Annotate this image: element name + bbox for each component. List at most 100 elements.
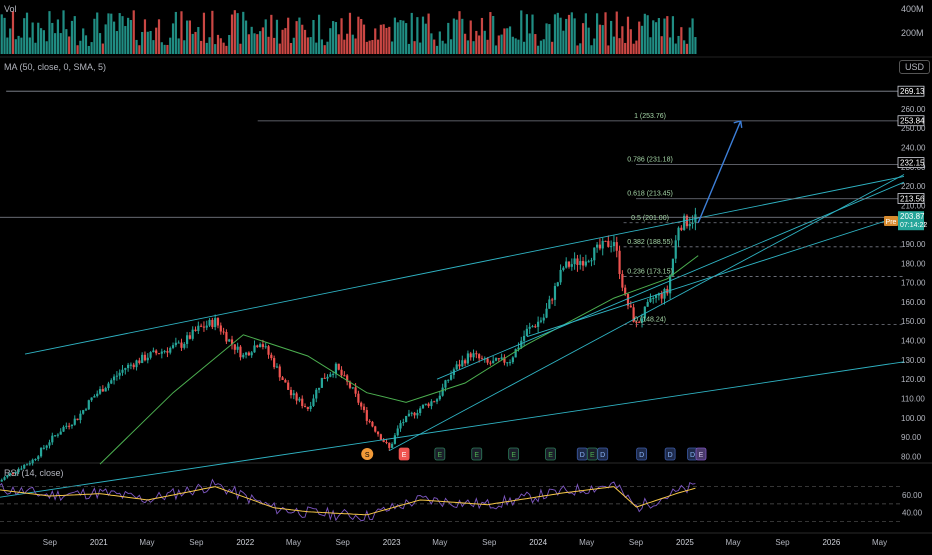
volume-bar [675, 44, 677, 54]
candle-body [304, 406, 306, 407]
candle-body [169, 348, 171, 353]
volume-bar [419, 43, 421, 54]
trendline-upper-channel [25, 176, 904, 354]
candle-body [385, 442, 387, 443]
volume-bar [354, 38, 356, 54]
volume-bar [276, 20, 278, 54]
volume-bar [683, 40, 685, 54]
volume-bar [141, 32, 143, 54]
candle-body [318, 388, 320, 390]
candle-body [79, 414, 81, 420]
candle-body [200, 326, 202, 327]
candle-body [217, 318, 219, 325]
price-axis-tick: 240.00 [901, 143, 926, 152]
candle-body [158, 353, 160, 354]
time-axis-label: May [286, 538, 301, 547]
candle-body [408, 414, 410, 416]
candle-body [531, 326, 533, 327]
candle-body [559, 270, 561, 282]
countdown-label: 07:14:22 [900, 222, 927, 229]
volume-bar [93, 19, 95, 54]
trendline-support-2 [527, 215, 904, 337]
candle-body [141, 355, 143, 363]
volume-bar [194, 32, 196, 54]
volume-bar [596, 13, 598, 54]
volume-bar [450, 39, 452, 54]
volume-bar [79, 41, 81, 54]
candle-body [214, 318, 216, 327]
time-axis-label: Sep [189, 538, 204, 547]
candle-body [352, 387, 354, 388]
candle-body [186, 335, 188, 344]
candle-body [144, 355, 146, 360]
volume-bar [363, 25, 365, 54]
volume-bar [88, 46, 90, 54]
candle-body [579, 261, 581, 265]
volume-bar [183, 40, 185, 54]
volume-bar [616, 12, 618, 54]
candle-body [416, 413, 418, 415]
volume-bar [304, 30, 306, 54]
volume-bar [647, 15, 649, 54]
volume-bar [138, 45, 140, 54]
volume-scale-200m: 200M [901, 28, 924, 38]
candle-body [374, 426, 376, 431]
volume-bar [279, 44, 281, 54]
volume-bar [62, 10, 64, 54]
candle-body [439, 396, 441, 400]
candle-body [265, 346, 267, 347]
price-level-tag-label: 253.84 [900, 117, 925, 126]
candle-body [178, 343, 180, 344]
candle-body [413, 413, 415, 416]
candle-body [596, 245, 598, 248]
volume-bar [144, 19, 146, 54]
price-level-tag-label: 232.15 [900, 159, 925, 168]
time-axis-label: 2024 [529, 538, 547, 547]
candle-body [203, 327, 205, 328]
candle-body [461, 360, 463, 366]
volume-bar [214, 44, 216, 54]
volume-bar [267, 37, 269, 54]
volume-bar [568, 15, 570, 54]
candle-body [388, 443, 390, 448]
candle-body [472, 353, 474, 357]
candle-body [571, 264, 573, 267]
volume-bar [332, 21, 334, 54]
volume-bar [113, 22, 115, 54]
candle-body [40, 448, 42, 456]
volume-bar [40, 28, 42, 54]
candle-body [1, 480, 3, 482]
volume-bar [310, 37, 312, 54]
candle-body [239, 347, 241, 358]
time-axis-label: 2025 [676, 538, 694, 547]
candle-body [360, 403, 362, 407]
volume-bar [501, 35, 503, 54]
volume-bar [248, 34, 250, 54]
candle-body [458, 364, 460, 366]
event-marker-letter: D [668, 452, 673, 459]
volume-pane-label: Vol [4, 4, 17, 14]
candle-body [399, 423, 401, 428]
volume-bar [82, 28, 84, 54]
volume-bar [641, 26, 643, 54]
ma-indicator-label[interactable]: MA (50, close, 0, SMA, 5) [4, 62, 106, 72]
volume-bar [517, 40, 519, 54]
currency-selector[interactable]: USD [899, 60, 930, 74]
candle-body [456, 364, 458, 369]
candle-body [74, 419, 76, 425]
volume-bar [54, 33, 56, 54]
volume-bar [175, 12, 177, 54]
candle-body [46, 446, 48, 448]
candle-body [551, 299, 553, 300]
volume-bar [68, 36, 70, 54]
volume-bar [281, 30, 283, 54]
candle-body [37, 456, 39, 459]
rsi-pane-label[interactable]: RSI (14, close) [4, 468, 64, 478]
volume-bar [225, 46, 227, 54]
fib-level-label: 0 (148.24) [634, 317, 666, 324]
price-axis-tick: 260.00 [901, 105, 926, 114]
candle-body [237, 347, 239, 350]
volume-bar [284, 28, 286, 54]
